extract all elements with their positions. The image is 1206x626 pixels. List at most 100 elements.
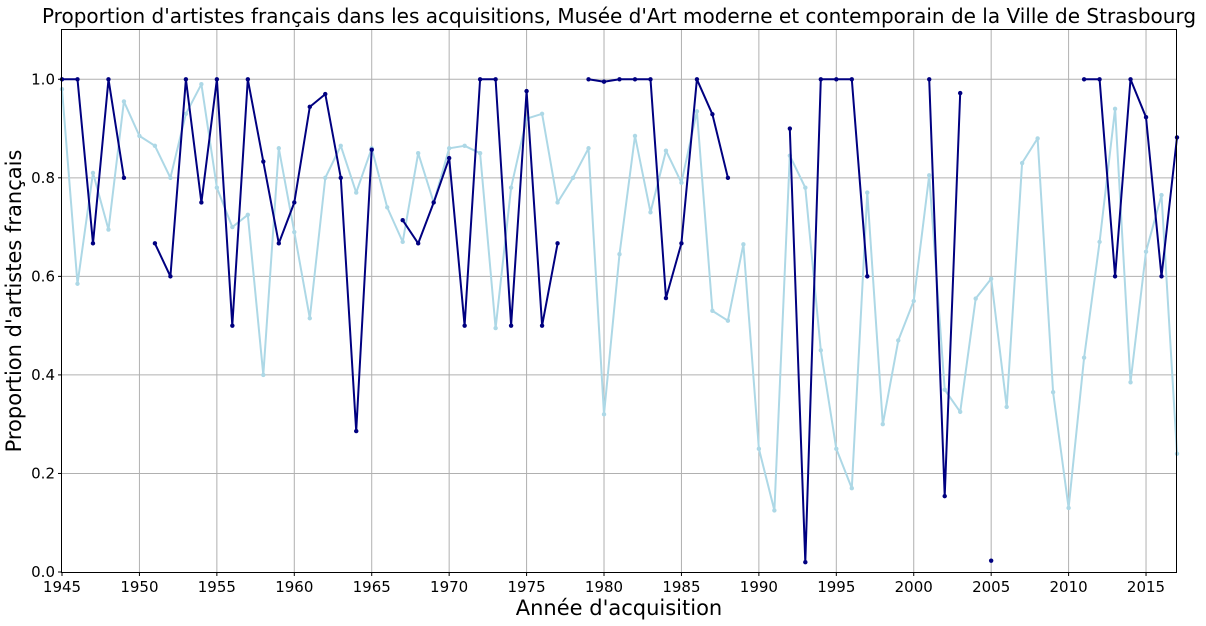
data-point-dark (942, 493, 947, 499)
data-point-light (725, 318, 731, 323)
data-point-light (462, 143, 467, 148)
data-point-dark (477, 77, 483, 82)
data-point-light (137, 133, 142, 139)
x-tick-label: 2010 (1050, 578, 1088, 596)
data-point-light (694, 109, 700, 114)
x-tick-label: 1975 (507, 578, 545, 596)
data-point-dark (679, 241, 684, 246)
data-point-light (896, 338, 901, 343)
data-point-light (199, 82, 204, 87)
data-point-light (539, 111, 545, 116)
data-point-light (586, 146, 591, 151)
data-point-light (555, 200, 560, 205)
data-point-light (168, 175, 173, 181)
data-point-light (1019, 160, 1025, 166)
data-point-dark (1097, 77, 1102, 82)
chart-title: Proportion d'artistes français dans les … (42, 4, 1196, 28)
data-point-light (214, 185, 220, 190)
data-point-light (818, 348, 824, 353)
data-point-dark (787, 126, 793, 131)
data-point-dark (431, 200, 436, 205)
data-point-dark (323, 91, 328, 97)
data-point-light (1159, 192, 1164, 198)
data-point-light (493, 325, 498, 331)
y-tick-label: 0.6 (31, 267, 55, 285)
x-tick-label: 1985 (662, 578, 700, 596)
data-point-light (710, 308, 715, 314)
data-point-light (957, 409, 963, 415)
data-point-dark (261, 159, 266, 164)
gridlines (62, 30, 1177, 572)
data-point-dark (152, 241, 158, 246)
data-point-dark (834, 77, 839, 82)
data-point-light (230, 224, 235, 230)
data-point-dark (230, 323, 235, 328)
data-point-light (106, 227, 111, 232)
y-tick-label: 0.8 (31, 169, 55, 187)
data-point-light (276, 146, 282, 151)
data-point-light (865, 190, 870, 195)
data-point-light (973, 296, 978, 301)
data-point-dark (1128, 77, 1133, 82)
data-point-dark (803, 559, 808, 565)
data-point-dark (121, 175, 127, 181)
x-tick-label: 2005 (972, 578, 1010, 596)
data-point-light (927, 173, 932, 178)
data-point-light (415, 150, 421, 156)
data-point-dark (369, 147, 374, 152)
data-point-light (1004, 404, 1009, 410)
data-point-light (446, 146, 452, 151)
data-point-light (834, 446, 839, 452)
y-tick-label: 1.0 (31, 70, 55, 88)
series-line-dark (928, 79, 962, 498)
data-point-dark (245, 77, 251, 82)
y-tick-label: 0.2 (31, 464, 55, 482)
data-point-light (1050, 389, 1056, 395)
series-line-dark (62, 78, 125, 245)
data-point-dark (617, 77, 622, 82)
y-axis-label: Proportion d'artistes français (2, 150, 26, 453)
data-point-dark (694, 77, 700, 82)
x-tick-label: 2000 (895, 578, 933, 596)
data-point-dark (446, 155, 452, 161)
data-point-light (338, 143, 343, 148)
data-point-dark (508, 323, 514, 328)
data-point-light (849, 486, 854, 491)
data-point-light (679, 180, 684, 185)
data-point-light (988, 276, 994, 282)
data-point-light (292, 229, 297, 235)
y-axis-ticks: 0.0 0.2 0.4 0.6 0.8 1.0 (31, 70, 62, 581)
x-axis-label: Année d'acquisition (516, 596, 723, 620)
data-point-dark (710, 112, 715, 117)
data-point-light (756, 446, 762, 452)
data-point-dark (539, 323, 545, 328)
data-point-dark (199, 200, 204, 205)
data-point-light (1128, 380, 1133, 385)
data-point-dark (400, 217, 405, 223)
data-point-dark (462, 323, 467, 328)
data-point-light (508, 185, 514, 190)
x-tick-label: 1970 (430, 578, 468, 596)
data-point-dark (1159, 274, 1164, 279)
x-tick-label: 1950 (120, 578, 158, 596)
series-line-dark (588, 78, 729, 299)
data-point-dark (90, 241, 96, 246)
data-point-light (617, 251, 622, 257)
data-point-dark (276, 241, 282, 246)
data-point-dark (849, 77, 854, 82)
data-point-light (1066, 505, 1071, 511)
data-point-dark (555, 241, 560, 246)
data-point-light (307, 316, 312, 321)
series-layer (59, 77, 1180, 565)
data-point-dark (415, 241, 421, 246)
data-point-light (90, 170, 96, 176)
data-point-dark (601, 79, 607, 84)
data-point-light (354, 190, 359, 195)
plot-frame (61, 29, 1177, 573)
x-tick-label: 1960 (275, 578, 313, 596)
data-point-dark (818, 77, 824, 82)
series-light (59, 82, 1180, 513)
data-point-dark (338, 175, 343, 181)
x-tick-label: 2015 (1127, 578, 1165, 596)
